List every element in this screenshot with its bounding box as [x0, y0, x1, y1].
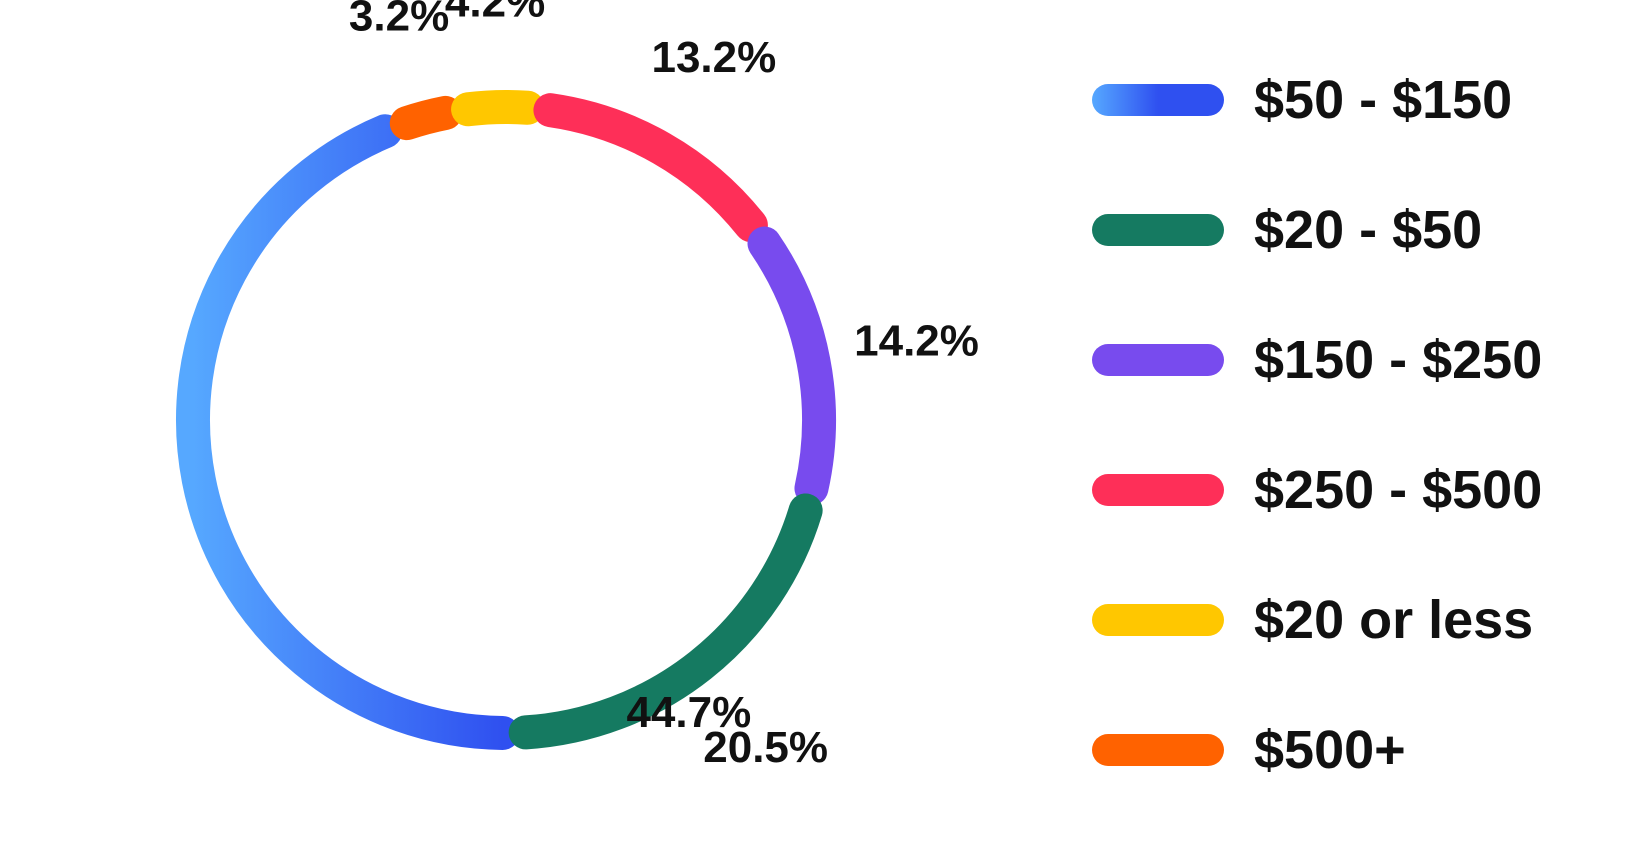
legend-label-150-250: $150 - $250: [1254, 330, 1542, 390]
legend-item-20-50: $20 - $50: [1092, 200, 1482, 260]
legend: $50 - $150 $20 - $50 $150 - $250 $250 - $50…: [1092, 70, 1542, 780]
data-label-20-or-less: 4.2%: [445, 0, 545, 27]
data-label-250-500: 13.2%: [651, 33, 776, 82]
legend-swatch-20-or-less: [1092, 604, 1224, 636]
legend-swatch-150-250: [1092, 344, 1224, 376]
slice-50-150: [176, 114, 520, 750]
data-label-500: 3.2%: [349, 0, 449, 40]
donut-ring: [176, 90, 836, 750]
data-label-150-250: 14.2%: [854, 317, 979, 366]
legend-label-50-150: $50 - $150: [1254, 70, 1512, 130]
legend-swatch-500: [1092, 734, 1224, 766]
slice-20-50: [508, 493, 823, 750]
legend-item-250-500: $250 - $500: [1092, 460, 1542, 520]
data-label-50-150: 44.7%: [626, 688, 751, 737]
legend-label-250-500: $250 - $500: [1254, 460, 1542, 520]
slice-250-500: [533, 93, 768, 243]
slice-150-250: [747, 226, 836, 506]
legend-swatch-20-50: [1092, 214, 1224, 246]
legend-item-150-250: $150 - $250: [1092, 330, 1542, 390]
legend-label-20-or-less: $20 or less: [1254, 590, 1533, 650]
legend-label-500: $500+: [1254, 720, 1406, 780]
slice-20-or-less: [451, 90, 545, 127]
legend-item-500: $500+: [1092, 720, 1406, 780]
legend-item-20-or-less: $20 or less: [1092, 590, 1533, 650]
legend-label-20-50: $20 - $50: [1254, 200, 1482, 260]
slice-500: [389, 95, 463, 141]
legend-swatch-50-150: [1092, 84, 1224, 116]
legend-swatch-250-500: [1092, 474, 1224, 506]
data-label-20-50: 20.5%: [703, 723, 828, 772]
legend-item-50-150: $50 - $150: [1092, 70, 1512, 130]
percentage-labels: 44.7% 3.2%4.2% 13.2% 14.2% 20.5%: [349, 0, 979, 772]
